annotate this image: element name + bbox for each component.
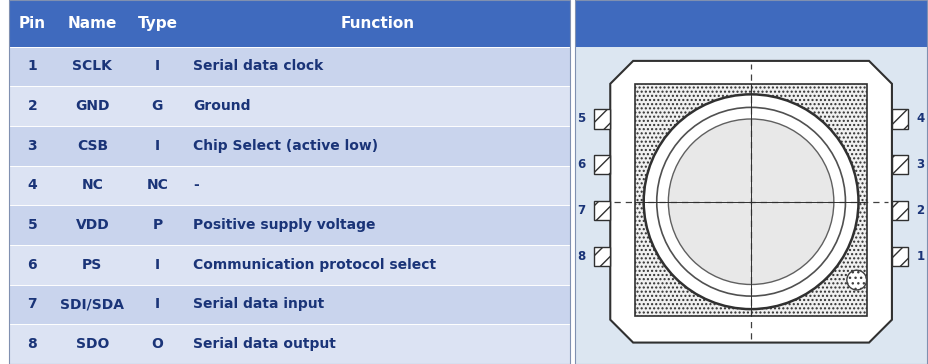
Bar [9, 47, 570, 86]
Text: Serial data clock: Serial data clock [193, 59, 323, 74]
Text: PS: PS [82, 258, 102, 272]
Text: Function: Function [341, 16, 415, 31]
Bar [9, 205, 570, 245]
Bar [9, 86, 570, 126]
Text: 1: 1 [28, 59, 37, 74]
Text: Serial data output: Serial data output [193, 337, 335, 351]
Text: P: P [152, 218, 162, 232]
Text: Communication protocol select: Communication protocol select [193, 258, 435, 272]
Bar [634, 84, 867, 316]
Text: 2: 2 [28, 99, 37, 113]
Bar [891, 155, 907, 174]
Text: SDI/SDA: SDI/SDA [60, 297, 124, 312]
Text: 2: 2 [916, 204, 923, 217]
Text: NC: NC [147, 178, 168, 193]
Text: 4: 4 [28, 178, 37, 193]
Text: NC: NC [82, 178, 103, 193]
Text: 7: 7 [577, 204, 585, 217]
Bar [594, 201, 610, 220]
Text: Chip Select (active low): Chip Select (active low) [193, 139, 378, 153]
Text: 8: 8 [576, 250, 585, 263]
Text: G: G [151, 99, 163, 113]
Text: I: I [155, 59, 160, 74]
Text: Ground: Ground [193, 99, 251, 113]
Text: Pin: Pin [19, 16, 45, 31]
Polygon shape [610, 61, 891, 343]
Text: 4: 4 [916, 112, 924, 126]
Bar [9, 166, 570, 205]
Circle shape [643, 94, 857, 309]
Text: O: O [151, 337, 163, 351]
Text: Serial data input: Serial data input [193, 297, 324, 312]
Bar [594, 247, 610, 266]
Text: Name: Name [68, 16, 117, 31]
Text: 5: 5 [576, 112, 585, 126]
Bar [9, 0, 570, 364]
Text: SCLK: SCLK [72, 59, 112, 74]
Bar [574, 47, 926, 364]
Text: 5: 5 [28, 218, 37, 232]
Bar [9, 0, 570, 47]
Circle shape [656, 107, 844, 296]
Text: CSB: CSB [77, 139, 108, 153]
Text: -: - [193, 178, 199, 193]
Circle shape [667, 119, 833, 285]
Bar [9, 324, 570, 364]
Bar [9, 126, 570, 166]
Text: VDD: VDD [75, 218, 110, 232]
Bar [9, 285, 570, 324]
Bar [9, 245, 570, 285]
Text: 1: 1 [916, 250, 923, 263]
Text: 3: 3 [28, 139, 37, 153]
Text: Positive supply voltage: Positive supply voltage [193, 218, 375, 232]
Bar [891, 201, 907, 220]
Text: I: I [155, 139, 160, 153]
Circle shape [846, 270, 866, 290]
Bar [594, 109, 610, 129]
Bar [574, 0, 926, 47]
Text: 8: 8 [28, 337, 37, 351]
Bar [891, 247, 907, 266]
Text: I: I [155, 297, 160, 312]
Bar [574, 0, 926, 364]
Text: 3: 3 [916, 158, 923, 171]
Bar [891, 109, 907, 129]
Text: 7: 7 [28, 297, 37, 312]
Bar [594, 155, 610, 174]
Text: 6: 6 [28, 258, 37, 272]
Text: I: I [155, 258, 160, 272]
Text: 6: 6 [576, 158, 585, 171]
Text: Type: Type [137, 16, 177, 31]
Text: GND: GND [75, 99, 110, 113]
Text: SDO: SDO [75, 337, 109, 351]
